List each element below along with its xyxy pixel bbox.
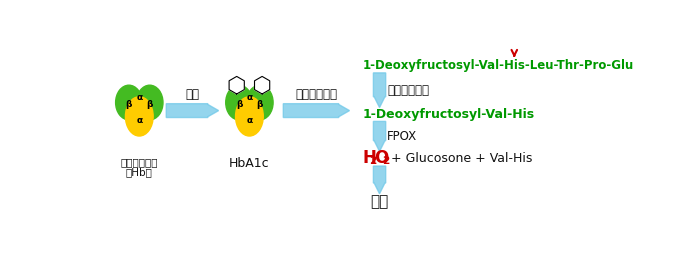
Ellipse shape xyxy=(225,85,252,120)
Polygon shape xyxy=(255,76,270,94)
Text: α: α xyxy=(136,116,142,125)
Text: α: α xyxy=(246,94,253,102)
Text: FPOX: FPOX xyxy=(387,130,417,143)
Text: + Glucosone + Val-His: + Glucosone + Val-His xyxy=(387,152,533,165)
Text: β: β xyxy=(236,100,242,109)
Ellipse shape xyxy=(246,85,273,120)
Polygon shape xyxy=(373,73,386,108)
Text: 検出: 検出 xyxy=(370,194,388,209)
Polygon shape xyxy=(166,104,218,118)
Text: プロテアーゼ: プロテアーゼ xyxy=(387,84,429,97)
Text: α: α xyxy=(246,116,253,125)
Text: HbA1c: HbA1c xyxy=(229,157,270,170)
Text: 2: 2 xyxy=(382,157,389,166)
Text: プロテアーゼ: プロテアーゼ xyxy=(295,88,337,101)
Polygon shape xyxy=(284,104,349,118)
Text: 1-Deoxyfructosyl-Val-His: 1-Deoxyfructosyl-Val-His xyxy=(363,108,535,121)
Ellipse shape xyxy=(235,97,263,136)
Text: O: O xyxy=(374,149,388,167)
Text: ヘモグロビン: ヘモグロビン xyxy=(120,157,158,167)
Polygon shape xyxy=(373,166,386,194)
Polygon shape xyxy=(229,76,244,94)
Polygon shape xyxy=(373,121,386,151)
Ellipse shape xyxy=(136,85,163,120)
Text: 糖化: 糖化 xyxy=(186,88,199,101)
Ellipse shape xyxy=(125,97,153,136)
Ellipse shape xyxy=(116,85,142,120)
Text: β: β xyxy=(257,100,263,109)
Text: 1-Deoxyfructosyl-Val-His-Leu-Thr-Pro-Glu: 1-Deoxyfructosyl-Val-His-Leu-Thr-Pro-Glu xyxy=(363,59,634,73)
Text: 2: 2 xyxy=(370,157,377,166)
Text: H: H xyxy=(363,149,377,167)
Text: β: β xyxy=(126,100,132,109)
Text: α: α xyxy=(136,94,142,102)
Text: β: β xyxy=(146,100,153,109)
Text: （Hb）: （Hb） xyxy=(126,167,153,177)
